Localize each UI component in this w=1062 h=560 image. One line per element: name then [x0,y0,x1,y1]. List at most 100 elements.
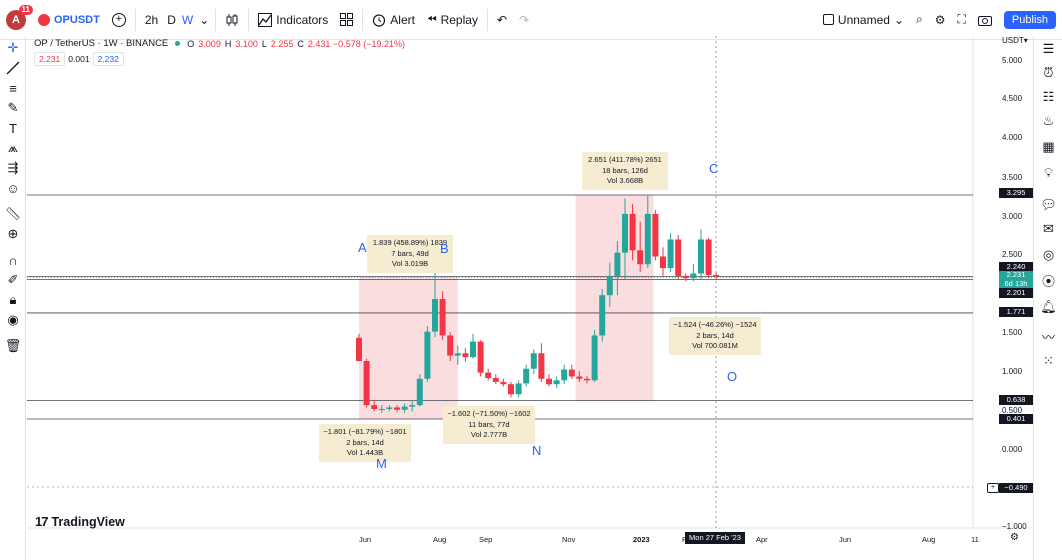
icons-tool[interactable]: ☺ [5,180,21,196]
measure-bars: 2 bars, 14d [696,330,734,340]
candle-body [713,275,720,277]
measure-box-am[interactable]: −1.801 (−81.79%) −1801 2 bars, 14d Vol 1… [319,424,411,462]
alerts-button[interactable]: ⏰︎ [1040,64,1057,81]
candle-body [553,380,560,385]
screener-button[interactable]: ⁙ [1040,352,1057,369]
tradingview-logo[interactable]: 17 TradingView [35,514,125,529]
templates-button[interactable] [334,13,359,26]
snapshot-button[interactable] [972,14,998,26]
symbol-search-button[interactable]: OPUSDT [32,13,106,26]
level-label-1771: 1.771 [999,307,1033,317]
brush-tool[interactable]: ✎ [5,100,21,116]
quick-search-button[interactable]: ⌕ [910,12,929,27]
wave-label-o[interactable]: O [727,369,738,384]
interval-w[interactable]: W [179,13,196,27]
wave-label-c[interactable]: C [709,161,719,176]
fib-tool[interactable]: ≡ [5,80,21,96]
chart-pane[interactable]: OP / TetherUS · 1W · BINANCE O 3.009 H 3.1… [27,36,1033,548]
chart-type-button[interactable] [219,13,245,27]
plus-icon[interactable]: + [987,483,999,493]
candle-body [394,407,400,410]
measure-tool[interactable]: 📏︎ [5,206,22,222]
streams-button[interactable]: ⦿ [1040,272,1057,289]
alert-button[interactable]: Alert [366,13,421,27]
pine-button[interactable]: 〰 [1040,328,1057,345]
calendar-button[interactable]: ▦ [1040,138,1057,155]
indicators-icon [258,12,273,27]
alarm-clock-icon [373,13,386,27]
grid-icon [340,13,354,26]
trend-line-icon [6,61,20,75]
replay-label: Replay [440,12,478,27]
prediction-tool[interactable]: ⇶ [5,160,21,176]
notes-button[interactable]: ✉ [1040,220,1057,237]
wave-label-a[interactable]: A [358,240,367,255]
buy-button[interactable]: 2.232 [92,52,124,66]
object-tree-button[interactable]: ☷ [1040,88,1057,105]
pattern-tool[interactable]: ⩕ [5,140,21,156]
candle-body [432,299,438,332]
user-avatar[interactable]: A 11 [6,4,33,30]
crosshair-tool[interactable]: ✛ [5,40,21,56]
fullscreen-button[interactable]: ⛶ [952,12,972,27]
pencil-lock-icon: ✐ [7,272,19,287]
x-tick: Jun [359,535,372,544]
candle-body [409,405,416,407]
legend-title[interactable]: OP / TetherUS · 1W · BINANCE [34,38,169,49]
chats-button[interactable]: 💬︎ [1040,196,1057,213]
interval-d[interactable]: D [164,13,179,27]
y-tick: 0.000 [1002,445,1023,454]
sell-button[interactable]: 2.231 [34,52,66,66]
ideas-button[interactable]: 💡︎ [1040,164,1057,181]
magnet-tool[interactable]: ∩ [5,252,21,268]
notifications-button[interactable]: 🔔︎ [1040,298,1057,315]
fullscreen-icon: ⛶ [957,12,966,26]
layers-icon: ☷ [1042,88,1055,104]
measure-box-nc[interactable]: 2.651 (411.78%) 2651 18 bars, 126d Vol 3… [582,152,668,190]
wave-label-n[interactable]: N [532,443,542,458]
layout-select[interactable]: Unnamed ⌄ [817,13,910,27]
candle-body [606,275,613,296]
trend-line-tool[interactable] [5,60,21,76]
data-window-button[interactable]: ◎ [1040,246,1057,263]
rewind-icon: ⏪︎ [426,12,437,26]
last-price-label: 2.231 6d 13h [999,270,1033,288]
redo-button[interactable]: ↷ [513,13,535,27]
time-scale-settings[interactable]: ⚙ [1010,532,1019,543]
currency-select[interactable]: USDT▾ [1002,36,1028,45]
candle-body [644,213,651,265]
interval-dropdown[interactable]: ⌄ [196,13,212,27]
lock-icon: 🔒︎ [9,292,17,307]
wave-label-b[interactable]: B [440,241,449,256]
hide-drawings-tool[interactable]: ◉ [5,312,21,328]
undo-icon: ↶ [496,12,508,27]
compare-button[interactable]: + [106,12,132,27]
wave-label-m[interactable]: M [376,456,387,471]
candle-body [462,353,469,358]
fib-retracement-icon: ≡ [9,80,17,96]
interval-2h[interactable]: 2h [139,13,164,27]
undo-button[interactable]: ↶ [491,13,513,27]
indicators-button[interactable]: Indicators [252,12,334,27]
candle-body [447,335,454,356]
hotlists-button[interactable]: ♨ [1040,112,1057,129]
zoom-tool[interactable]: ⊕ [5,226,21,242]
replay-button[interactable]: ⏪︎ Replay [421,12,484,27]
measure-box-co[interactable]: −1.524 (−46.26%) −1524 2 bars, 14d Vol 7… [669,317,761,355]
legend-high-value: 3.100 [235,38,258,49]
remove-drawings-tool[interactable]: 🗑︎ [5,338,22,354]
settings-button[interactable]: ⚙ [929,13,952,27]
publish-button[interactable]: Publish [1003,10,1056,29]
lock-drawings-tool[interactable]: 🔒︎ [5,292,21,308]
text-tool[interactable]: T [5,120,21,136]
candle-body [424,331,431,379]
stay-in-drawing-tool[interactable]: ✐ [5,272,21,288]
watchlist-button[interactable]: ☰ [1040,40,1057,57]
candle-body [660,256,666,269]
measure-bars: 18 bars, 126d [602,165,648,175]
x-tick: Aug [433,535,447,544]
measure-box-ab[interactable]: 1.839 (458.89%) 1839 7 bars, 49d Vol 3.0… [367,235,453,273]
measure-box-bn[interactable]: −1.602 (−71.50%) −1602 11 bars, 77d Vol … [443,406,535,444]
last-price-value: 2.231 [1006,270,1026,279]
